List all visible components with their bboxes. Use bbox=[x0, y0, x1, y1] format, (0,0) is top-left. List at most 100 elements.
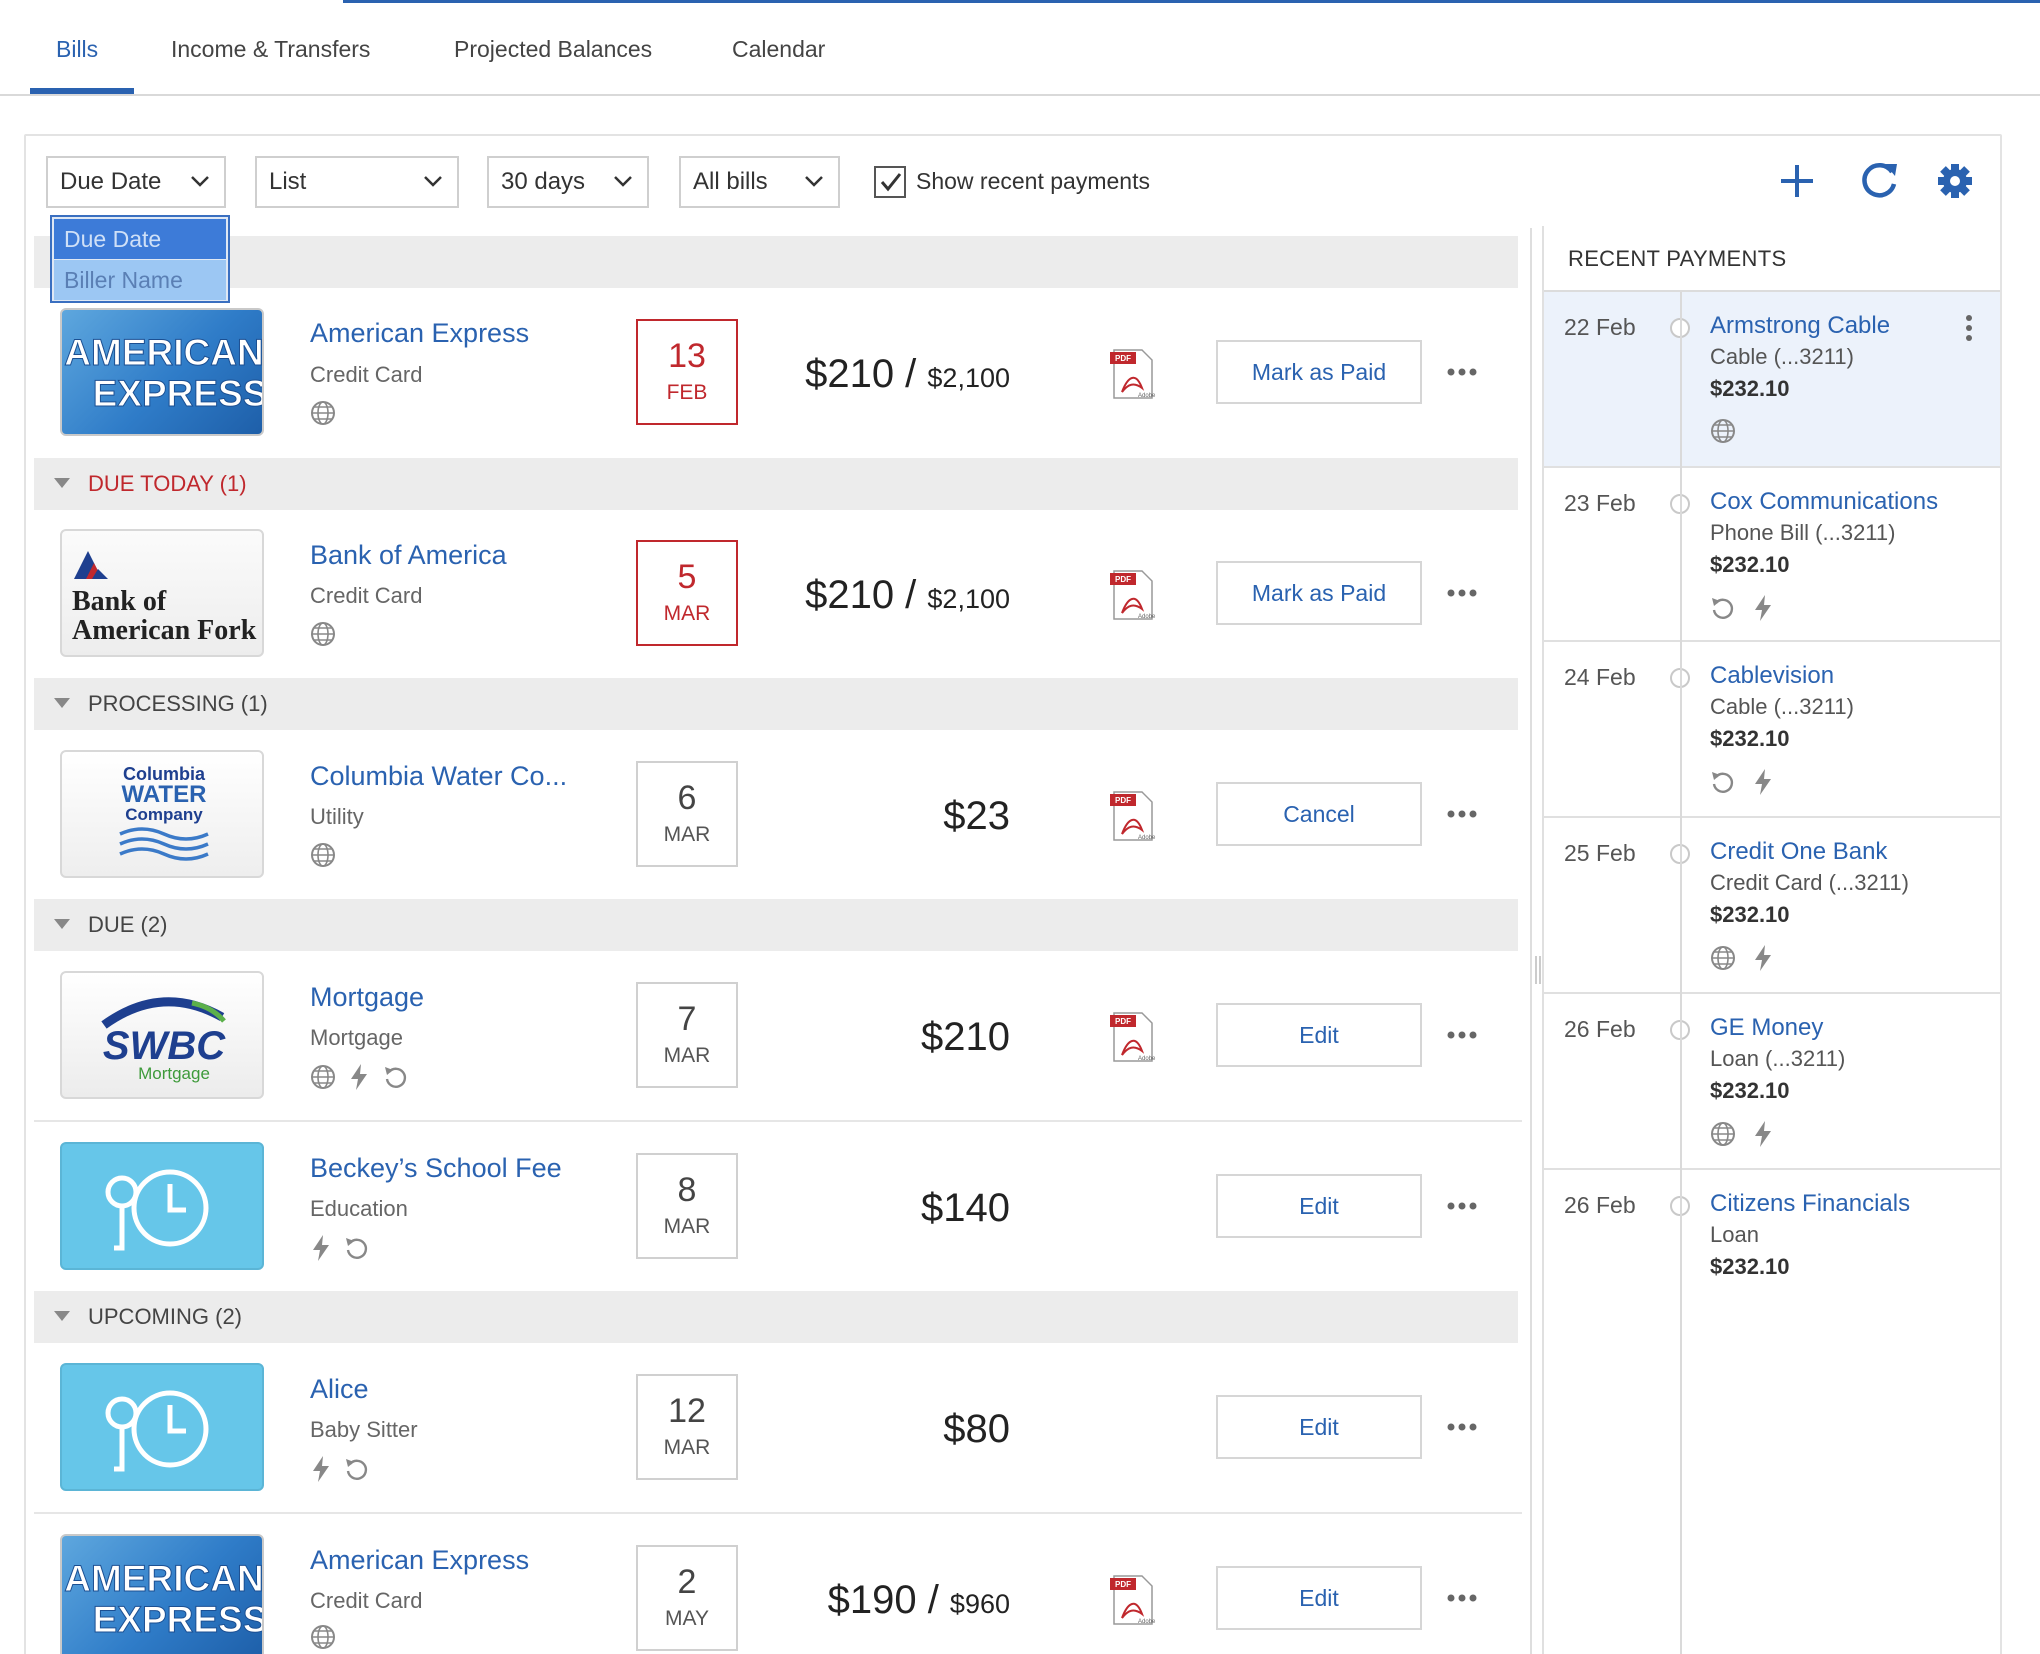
collapse-triangle-icon[interactable] bbox=[54, 698, 70, 708]
svg-text:EXPRESS: EXPRESS bbox=[93, 373, 264, 414]
more-options-icon[interactable] bbox=[1446, 585, 1478, 601]
group-header-due-today[interactable]: DUE TODAY (1) bbox=[34, 458, 1518, 510]
more-options-icon[interactable] bbox=[1446, 806, 1478, 822]
edit-button[interactable]: Edit bbox=[1216, 1174, 1422, 1238]
payment-description: Loan bbox=[1710, 1222, 1759, 1247]
panel-splitter[interactable] bbox=[1530, 228, 1532, 1654]
group-header-due[interactable]: DUE (2) bbox=[34, 899, 1518, 951]
due-month: MAY bbox=[665, 1607, 709, 1630]
amount-due: $140 bbox=[921, 1186, 1010, 1230]
due-date-box: 13 FEB bbox=[636, 319, 738, 425]
recent-payment-item[interactable]: 24 Feb Cablevision Cable (...3211) $232.… bbox=[1544, 642, 2000, 818]
amount-due: $23 bbox=[943, 794, 1010, 838]
view-select-value: List bbox=[269, 168, 307, 195]
tab-bills[interactable]: Bills bbox=[56, 36, 99, 62]
recent-payment-item[interactable]: 25 Feb Credit One Bank Credit Card (...3… bbox=[1544, 818, 2000, 994]
pdf-icon[interactable]: PDF Adobe bbox=[1108, 348, 1156, 400]
amount-due: $80 bbox=[943, 1407, 1010, 1451]
payment-biller-link[interactable]: Armstrong Cable bbox=[1710, 312, 1891, 339]
due-day: 2 bbox=[677, 1563, 697, 1601]
recent-payment-item[interactable]: 26 Feb GE Money Loan (...3211) $232.10 bbox=[1544, 994, 2000, 1170]
svg-text:Adobe: Adobe bbox=[1138, 393, 1156, 399]
svg-text:PDF: PDF bbox=[1115, 1580, 1131, 1589]
mark-as-paid-button[interactable]: Mark as Paid bbox=[1216, 340, 1422, 404]
more-options-icon[interactable] bbox=[1446, 1419, 1478, 1435]
collapse-triangle-icon[interactable] bbox=[54, 478, 70, 488]
biller-name-link[interactable]: Alice bbox=[310, 1374, 369, 1404]
filter-select[interactable]: All bills bbox=[679, 156, 840, 208]
cancel-button[interactable]: Cancel bbox=[1216, 782, 1422, 846]
pdf-icon[interactable]: PDF Adobe bbox=[1108, 790, 1156, 842]
recent-payment-item[interactable]: 22 Feb Armstrong Cable Cable (...3211) $… bbox=[1544, 292, 2000, 468]
more-options-icon[interactable] bbox=[1446, 1590, 1478, 1606]
splitter-grip-icon[interactable] bbox=[1535, 956, 1541, 984]
refresh-icon[interactable] bbox=[1854, 156, 1904, 206]
payment-flags bbox=[1710, 944, 1786, 972]
payment-biller-link[interactable]: Cablevision bbox=[1710, 662, 1835, 689]
kebab-menu-icon[interactable] bbox=[1964, 314, 1974, 342]
edit-button[interactable]: Edit bbox=[1216, 1003, 1422, 1067]
bill-flags bbox=[310, 621, 344, 649]
biller-name-link[interactable]: American Express bbox=[310, 1545, 530, 1575]
payment-biller-link[interactable]: Cox Communications bbox=[1710, 488, 1939, 515]
pdf-icon[interactable]: PDF Adobe bbox=[1108, 1574, 1156, 1626]
collapse-triangle-icon[interactable] bbox=[54, 919, 70, 929]
payment-biller-link[interactable]: GE Money bbox=[1710, 1014, 1824, 1041]
chevron-down-icon bbox=[805, 176, 823, 187]
svg-text:PDF: PDF bbox=[1115, 796, 1131, 805]
add-icon[interactable] bbox=[1772, 156, 1822, 206]
gear-icon[interactable] bbox=[1930, 156, 1980, 206]
biller-category: Education bbox=[310, 1196, 408, 1221]
due-day: 6 bbox=[677, 779, 697, 817]
svg-text:Adobe: Adobe bbox=[1138, 1619, 1156, 1625]
svg-text:Company: Company bbox=[125, 805, 203, 824]
more-options-icon[interactable] bbox=[1446, 364, 1478, 380]
svg-text:AMERICAN: AMERICAN bbox=[64, 332, 263, 373]
bill-amount: $23 bbox=[943, 794, 1010, 839]
sort-option-biller-name[interactable]: Biller Name bbox=[54, 260, 226, 300]
edit-button[interactable]: Edit bbox=[1216, 1395, 1422, 1459]
more-options-icon[interactable] bbox=[1446, 1027, 1478, 1043]
tab-calendar[interactable]: Calendar bbox=[732, 36, 826, 62]
range-select-value: 30 days bbox=[501, 168, 586, 195]
biller-name-link[interactable]: Bank of America bbox=[310, 540, 507, 570]
bill-flags bbox=[310, 1455, 378, 1483]
group-header-overdue[interactable] bbox=[34, 236, 1518, 288]
amount-total: $960 bbox=[949, 1589, 1010, 1619]
bill-flags bbox=[310, 1063, 417, 1091]
biller-name-link[interactable]: Mortgage bbox=[310, 982, 425, 1012]
collapse-triangle-icon[interactable] bbox=[54, 1311, 70, 1321]
recent-payment-item[interactable]: 26 Feb Citizens Financials Loan $232.10 bbox=[1544, 1170, 2000, 1654]
svg-text:Columbia: Columbia bbox=[123, 764, 206, 784]
view-select[interactable]: List bbox=[255, 156, 459, 208]
mark-as-paid-button[interactable]: Mark as Paid bbox=[1216, 561, 1422, 625]
group-label: DUE TODAY (1) bbox=[88, 471, 247, 496]
tab-projected-balances[interactable]: Projected Balances bbox=[454, 36, 653, 62]
range-select[interactable]: 30 days bbox=[487, 156, 649, 208]
payment-amount: $232.10 bbox=[1710, 902, 1790, 927]
svg-text:Bank of: Bank of bbox=[72, 586, 167, 617]
recurring-icon bbox=[1712, 598, 1734, 619]
more-options-icon[interactable] bbox=[1446, 1198, 1478, 1214]
biller-name-link[interactable]: American Express bbox=[310, 318, 530, 348]
payment-biller-link[interactable]: Citizens Financials bbox=[1710, 1190, 1911, 1217]
chevron-down-icon bbox=[614, 176, 632, 187]
due-date-box: 2 MAY bbox=[636, 1545, 738, 1651]
biller-name-link[interactable]: Columbia Water Co... bbox=[310, 761, 568, 791]
sort-select[interactable]: Due Date bbox=[46, 156, 226, 208]
recent-payment-item[interactable]: 23 Feb Cox Communications Phone Bill (..… bbox=[1544, 468, 2000, 642]
top-accent-line bbox=[343, 0, 2040, 3]
biller-name-link[interactable]: Beckey’s School Fee bbox=[310, 1153, 562, 1183]
pdf-icon[interactable]: PDF Adobe bbox=[1108, 1011, 1156, 1063]
group-header-processing[interactable]: PROCESSING (1) bbox=[34, 678, 1518, 730]
sort-option-due-date[interactable]: Due Date bbox=[54, 219, 226, 259]
show-recent-checkbox[interactable] bbox=[874, 166, 906, 198]
group-header-upcoming[interactable]: UPCOMING (2) bbox=[34, 1291, 1518, 1343]
pdf-icon[interactable]: PDF Adobe bbox=[1108, 569, 1156, 621]
edit-button[interactable]: Edit bbox=[1216, 1566, 1422, 1630]
due-month: MAR bbox=[663, 1044, 711, 1067]
payment-biller-link[interactable]: Credit One Bank bbox=[1710, 838, 1888, 865]
bill-amount: $210 bbox=[921, 1015, 1010, 1060]
tab-income-transfers[interactable]: Income & Transfers bbox=[171, 36, 371, 62]
payment-amount: $232.10 bbox=[1710, 1254, 1790, 1279]
